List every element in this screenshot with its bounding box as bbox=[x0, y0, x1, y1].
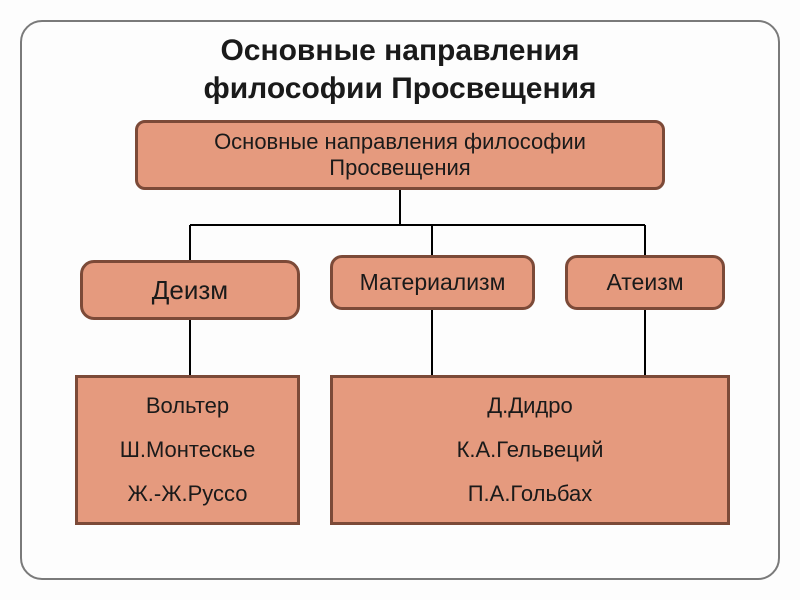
atheism-label: Атеизм bbox=[606, 269, 683, 296]
node-materialism: Материализм bbox=[330, 255, 535, 310]
node-atheism: Атеизм bbox=[565, 255, 725, 310]
deism-person-1: Ш.Монтескье bbox=[120, 437, 256, 463]
mat-person-2: П.А.Гольбах bbox=[468, 481, 593, 507]
title-line2: философии Просвещения bbox=[100, 70, 700, 108]
deism-label: Деизм bbox=[152, 275, 228, 306]
mat-person-0: Д.Дидро bbox=[487, 393, 573, 419]
deism-person-2: Ж.-Ж.Руссо bbox=[127, 481, 247, 507]
materialism-label: Материализм bbox=[360, 269, 506, 296]
node-deism: Деизм bbox=[80, 260, 300, 320]
page-title: Основные направления философии Просвещен… bbox=[100, 32, 700, 107]
node-materialism-people: Д.Дидро К.А.Гельвеций П.А.Гольбах bbox=[330, 375, 730, 525]
title-line1: Основные направления bbox=[100, 32, 700, 70]
root-line2: Просвещения bbox=[329, 155, 470, 181]
deism-person-0: Вольтер bbox=[146, 393, 229, 419]
node-root: Основные направления философии Просвещен… bbox=[135, 120, 665, 190]
mat-person-1: К.А.Гельвеций bbox=[457, 437, 604, 463]
node-deism-people: Вольтер Ш.Монтескье Ж.-Ж.Руссо bbox=[75, 375, 300, 525]
root-line1: Основные направления философии bbox=[214, 129, 586, 155]
